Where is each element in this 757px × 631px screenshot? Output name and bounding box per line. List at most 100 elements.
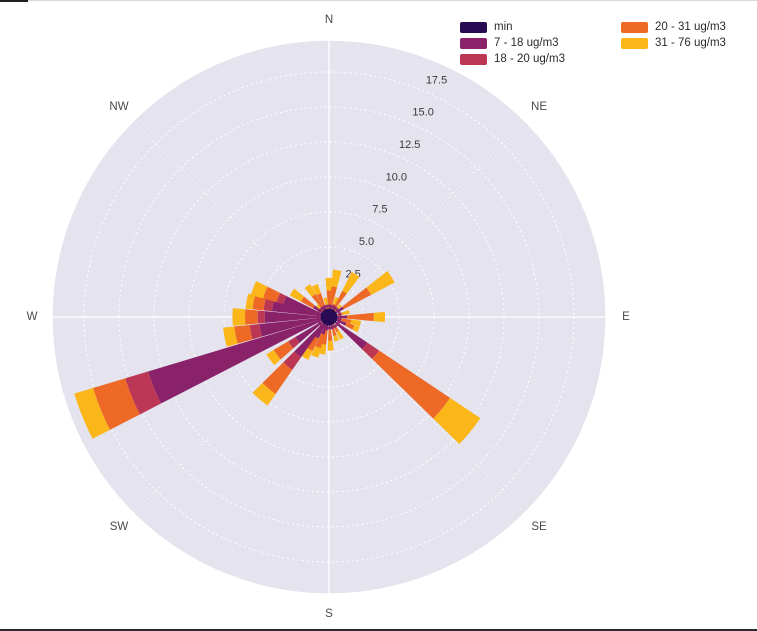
center-hub-ring [316, 304, 342, 330]
rose-bar-az220-seg1[interactable] [294, 321, 326, 358]
rose-bar-az162-seg3[interactable] [331, 328, 337, 337]
rose-bar-az234-seg2[interactable] [288, 337, 300, 349]
radial-tick-label: 12.5 [399, 139, 420, 151]
rose-bar-az57-seg3[interactable] [342, 287, 372, 310]
rose-bar-az281-seg2[interactable] [263, 298, 274, 312]
rose-bar-az291-seg4[interactable] [250, 281, 268, 299]
rose-bar-az211-seg4[interactable] [300, 347, 313, 360]
compass-label-e: E [622, 311, 630, 323]
legend-swatch-7-18 [460, 38, 487, 49]
rose-bar-az90-seg3[interactable] [347, 312, 374, 322]
rose-bar-az281-seg3[interactable] [252, 295, 266, 311]
legend-label: 18 - 20 ug/m3 [494, 53, 565, 65]
legend-item-7-18[interactable]: 7 - 18 ug/m3 [460, 37, 565, 49]
rose-bar-az129-seg1[interactable] [334, 320, 368, 350]
legend-swatch-31-76 [620, 38, 648, 49]
legend-swatch-min [460, 22, 487, 33]
top-left-edge-mark [0, 0, 28, 2]
center-hub [320, 308, 338, 326]
rose-bar-az304-seg3[interactable] [300, 296, 315, 309]
legend-swatch-18-20 [460, 54, 487, 65]
rose-bar-az162-seg4[interactable] [333, 335, 339, 342]
rose-bar-az177-seg3[interactable] [328, 329, 333, 341]
rose-bar-az32-seg4[interactable] [342, 271, 360, 294]
rose-bar-az234-seg4[interactable] [266, 349, 281, 365]
radial-tick-label: 17.5 [426, 74, 447, 86]
legend-item-20-31[interactable]: 20 - 31 ug/m3 [620, 21, 726, 33]
rose-bar-az10-seg4[interactable] [331, 269, 342, 288]
rose-bar-az259-seg3[interactable] [234, 325, 253, 344]
rose-bar-az191-seg4[interactable] [318, 343, 327, 355]
legend-swatch-20-31 [620, 22, 648, 33]
rose-bar-az129-seg4[interactable] [433, 397, 481, 444]
rose-bar-az129-seg3[interactable] [372, 350, 451, 419]
rose-bar-az325-seg4[interactable] [304, 284, 316, 297]
rose-bar-az291-seg2[interactable] [276, 292, 287, 305]
rose-bar-az102-seg3[interactable] [338, 318, 352, 324]
rose-bar-az177-seg4[interactable] [327, 340, 334, 351]
rose-bar-az270-seg4[interactable] [232, 308, 246, 326]
rose-bar-az248-seg4[interactable] [74, 388, 110, 439]
rose-bar-az0-seg3[interactable] [326, 290, 332, 311]
rose-bar-az336-seg4[interactable] [311, 283, 321, 296]
rose-bar-az304-seg4[interactable] [289, 288, 305, 302]
bottom-divider [0, 629, 757, 631]
legend-label: min [494, 21, 513, 33]
rose-bar-az0-seg4[interactable] [325, 277, 333, 291]
compass-label-ne: NE [531, 101, 547, 113]
rose-bar-az259-seg2[interactable] [249, 324, 262, 340]
rose-bar-az248-seg3[interactable] [93, 378, 140, 430]
legend-column-2: 20 - 31 ug/m3 31 - 76 ug/m3 [620, 21, 726, 65]
rose-bar-az200-seg4[interactable] [311, 346, 321, 358]
rose-bar-az191-seg3[interactable] [321, 330, 328, 345]
top-divider [14, 0, 757, 1]
legend-item-18-20[interactable]: 18 - 20 ug/m3 [460, 53, 565, 65]
rose-bar-az211-seg3[interactable] [306, 336, 319, 352]
compass-label-n: N [325, 14, 333, 26]
rose-bar-az281-seg4[interactable] [245, 293, 256, 310]
legend-label: 7 - 18 ug/m3 [494, 37, 559, 49]
rose-bar-az270-seg1[interactable] [264, 311, 323, 323]
legend-item-min[interactable]: min [460, 21, 565, 33]
rose-bar-az113-seg3[interactable] [345, 322, 355, 330]
legend: min 7 - 18 ug/m3 18 - 20 ug/m3 20 - 31 u… [460, 21, 726, 65]
rose-bar-az270-seg3[interactable] [244, 309, 258, 325]
rose-bar-az113-seg4[interactable] [352, 325, 360, 333]
rose-bar-az220-seg3[interactable] [262, 362, 293, 395]
radial-tick-label: 10.0 [386, 171, 407, 183]
rose-bar-az234-seg1[interactable] [295, 319, 325, 343]
rose-bar-az220-seg4[interactable] [252, 383, 276, 406]
rose-bar-az248-seg1[interactable] [148, 319, 322, 404]
rose-bar-az102-seg4[interactable] [350, 319, 361, 327]
radial-tick-label: 5.0 [359, 236, 374, 248]
rose-bar-az281-seg1[interactable] [271, 300, 323, 317]
rose-bar-az259-seg4[interactable] [223, 326, 238, 347]
legend-column-1: min 7 - 18 ug/m3 18 - 20 ug/m3 [460, 21, 565, 65]
rose-bar-az270-seg2[interactable] [257, 310, 265, 324]
rose-bar-az76-seg4[interactable] [342, 310, 350, 315]
compass-label-w: W [27, 311, 38, 323]
rose-bar-az291-seg3[interactable] [262, 286, 281, 303]
legend-item-31-76[interactable]: 31 - 76 ug/m3 [620, 37, 726, 49]
rose-bar-az291-seg1[interactable] [283, 295, 324, 316]
rose-bar-az234-seg3[interactable] [273, 341, 294, 360]
compass-label-s: S [325, 608, 333, 620]
rose-bar-az349-seg4[interactable] [323, 297, 328, 305]
compass-label-sw: SW [110, 521, 129, 533]
rose-bar-az259-seg1[interactable] [259, 317, 323, 337]
radial-tick-label: 7.5 [372, 204, 387, 216]
rose-bar-az149-seg4[interactable] [336, 330, 344, 340]
rose-bar-az336-seg3[interactable] [316, 293, 326, 308]
rose-bar-az248-seg2[interactable] [125, 371, 161, 415]
rose-bar-az22-seg4[interactable] [333, 296, 339, 305]
rose-bar-az10-seg3[interactable] [329, 286, 338, 307]
rose-bar-az200-seg3[interactable] [315, 333, 325, 349]
rose-bar-az220-seg2[interactable] [283, 351, 302, 370]
rose-bar-az57-seg4[interactable] [366, 271, 395, 295]
rose-bar-az90-seg4[interactable] [373, 311, 386, 323]
rose-bar-az325-seg3[interactable] [311, 293, 323, 308]
rose-bar-az32-seg3[interactable] [334, 290, 347, 309]
rose-bar-az129-seg2[interactable] [362, 342, 380, 360]
compass-label-nw: NW [109, 101, 128, 113]
